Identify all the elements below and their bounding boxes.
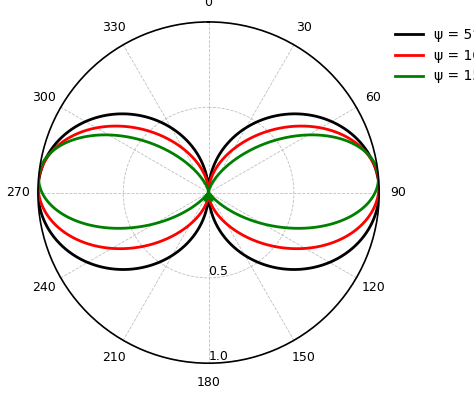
ψ = 10°: [36, 180, 41, 185]
ψ = 5°: [376, 188, 382, 193]
ψ = 15°: [206, 190, 211, 195]
ψ = 5°: [36, 180, 41, 185]
ψ = 10°: [376, 181, 382, 186]
Legend: ψ = 5°, ψ = 10°, ψ = 15°: ψ = 5°, ψ = 10°, ψ = 15°: [390, 22, 474, 89]
ψ = 5°: [206, 190, 211, 195]
ψ = 15°: [204, 185, 210, 189]
ψ = 15°: [375, 173, 381, 177]
ψ = 10°: [200, 169, 206, 174]
ψ = 15°: [206, 190, 211, 195]
ψ = 10°: [43, 210, 48, 215]
ψ = 10°: [294, 246, 300, 251]
ψ = 10°: [206, 190, 211, 195]
ψ = 15°: [203, 182, 209, 186]
ψ = 10°: [196, 162, 201, 167]
ψ = 15°: [36, 180, 42, 185]
ψ = 5°: [206, 190, 211, 195]
ψ = 5°: [190, 144, 195, 149]
Line: ψ = 5°: ψ = 5°: [38, 114, 379, 270]
Line: ψ = 10°: ψ = 10°: [38, 126, 379, 249]
ψ = 10°: [206, 190, 211, 195]
ψ = 10°: [207, 199, 213, 204]
ψ = 5°: [38, 210, 44, 215]
Line: ψ = 15°: ψ = 15°: [39, 135, 378, 228]
ψ = 15°: [55, 208, 60, 213]
ψ = 15°: [207, 195, 212, 200]
ψ = 5°: [196, 154, 201, 159]
ψ = 5°: [320, 263, 326, 267]
ψ = 5°: [210, 213, 215, 218]
ψ = 15°: [251, 219, 256, 223]
